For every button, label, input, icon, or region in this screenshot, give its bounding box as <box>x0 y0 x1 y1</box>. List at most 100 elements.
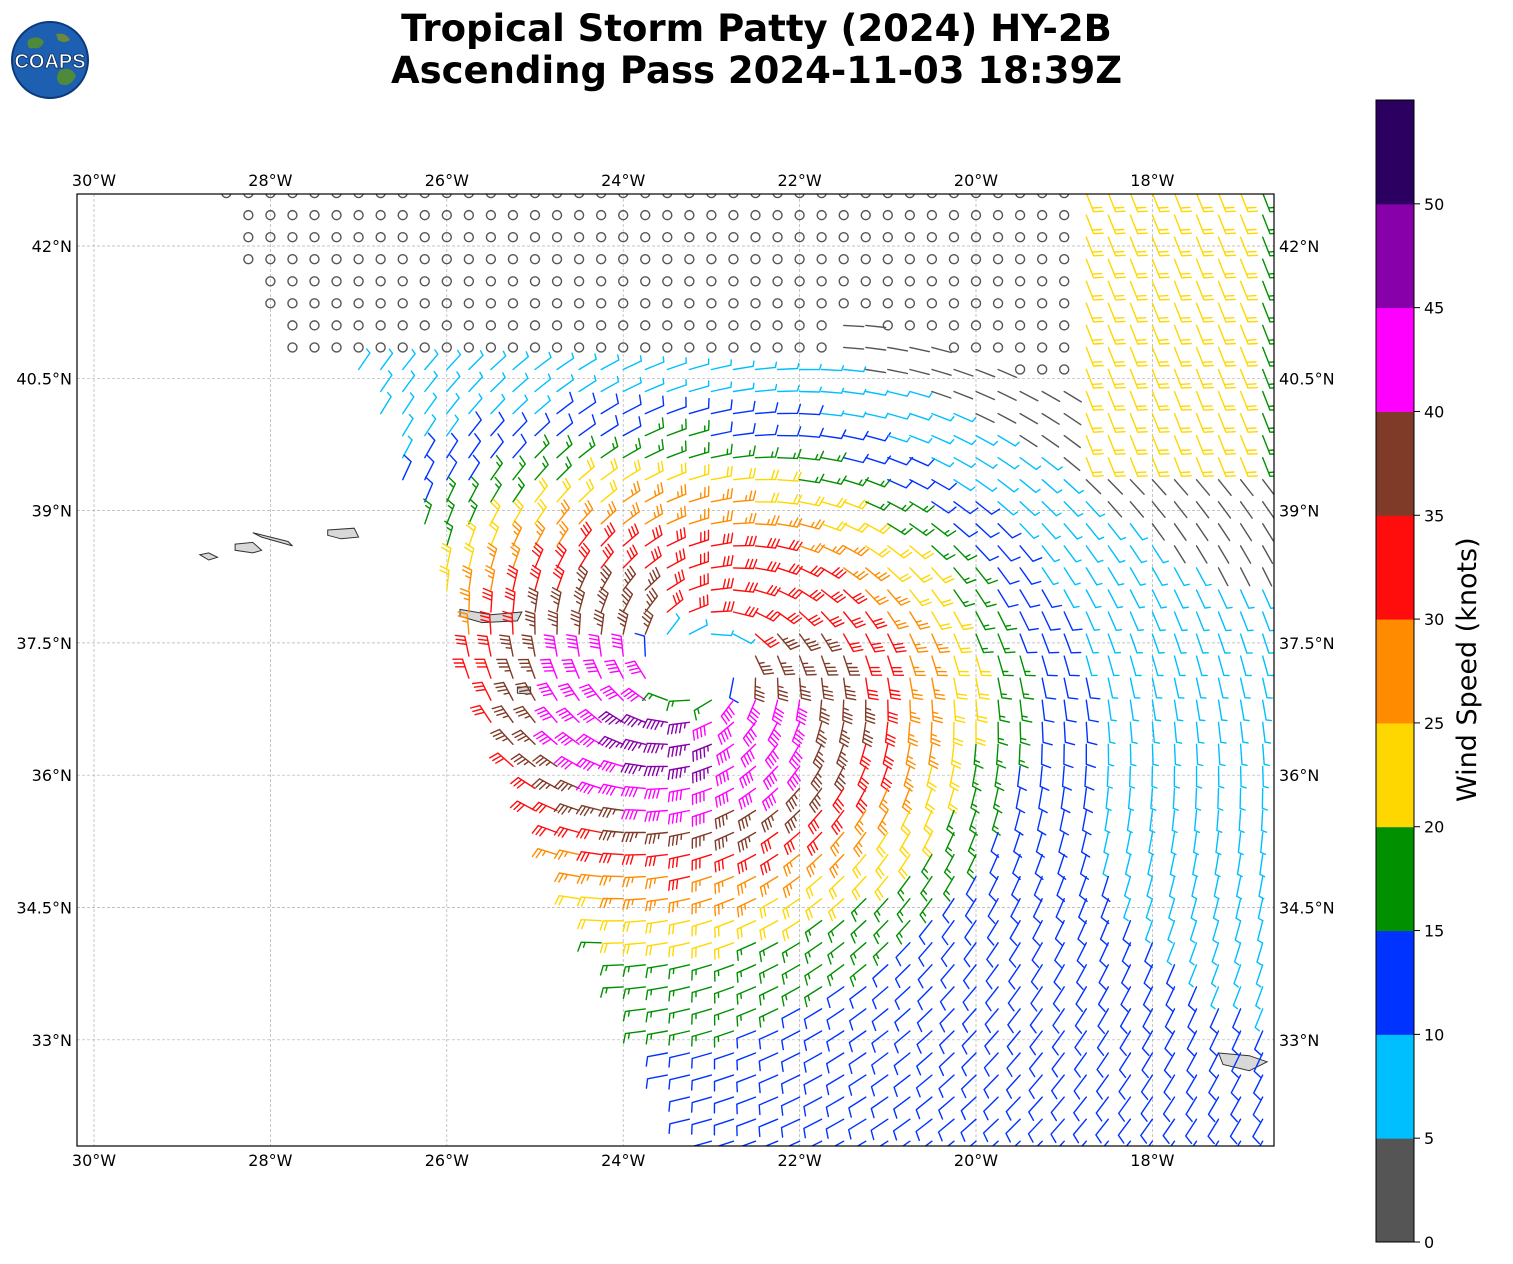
wind-barb-calm <box>221 194 232 199</box>
wind-barb <box>1085 214 1104 235</box>
wind-barb <box>710 399 733 415</box>
wind-barb <box>809 787 823 813</box>
wind-barb-calm <box>595 276 607 287</box>
wind-barb <box>1239 567 1251 587</box>
wind-barb-calm <box>838 209 849 221</box>
wind-barb <box>1237 831 1244 856</box>
wind-barb <box>1233 942 1242 966</box>
wind-barb <box>1173 721 1183 744</box>
wind-barb <box>1085 302 1104 323</box>
wind-barb <box>843 611 866 629</box>
wind-barb <box>859 743 871 770</box>
wind-barb <box>380 370 393 393</box>
colorbar-tick-label: 0 <box>1424 1233 1434 1252</box>
wind-barb <box>1107 302 1126 323</box>
wind-barb <box>754 492 780 503</box>
wind-barb-calm <box>816 298 827 309</box>
wind-barb-calm <box>794 320 805 331</box>
wind-barb <box>576 896 602 907</box>
wind-barb <box>1262 346 1274 367</box>
wind-barb <box>452 658 470 679</box>
wind-barb <box>1041 611 1061 631</box>
wind-barb-calm <box>375 209 386 221</box>
wind-barb <box>783 831 801 855</box>
wind-barb <box>924 787 935 814</box>
wind-barb <box>1173 743 1182 767</box>
wind-barb <box>736 1118 757 1137</box>
wind-barb-calm <box>287 276 298 287</box>
wind-barb <box>960 1118 977 1142</box>
wind-barb <box>781 942 801 964</box>
wind-barb-calm <box>529 298 541 309</box>
wind-barb-calm <box>992 298 1004 309</box>
wind-barb-calm <box>970 298 982 309</box>
wind-barb <box>1129 655 1142 677</box>
wind-barb <box>798 496 825 507</box>
wind-barb <box>894 964 911 989</box>
wind-barb <box>1129 368 1148 389</box>
wind-barb <box>1030 964 1043 990</box>
wind-barb <box>688 380 710 393</box>
wind-barb <box>820 677 834 701</box>
lat-label-left: 37.5°N <box>16 634 72 653</box>
wind-barb <box>1229 1118 1242 1145</box>
wind-barb <box>897 875 911 902</box>
wind-barb <box>1262 258 1274 279</box>
wind-barb <box>710 630 734 637</box>
wind-barb-calm <box>684 231 695 243</box>
wind-barb <box>490 728 514 745</box>
wind-barb <box>909 677 924 700</box>
wind-barb <box>1081 1140 1087 1146</box>
wind-barb <box>767 721 782 748</box>
wind-barb <box>1173 545 1186 564</box>
wind-barb <box>843 677 857 701</box>
wind-barb <box>893 1052 911 1076</box>
wind-barb <box>865 523 891 535</box>
wind-barb <box>688 485 710 503</box>
wind-barb-calm <box>397 231 408 243</box>
wind-barb-calm <box>1036 298 1048 309</box>
wind-barb <box>1123 898 1132 922</box>
wind-barb <box>1141 1052 1154 1079</box>
wind-barb <box>1032 920 1043 946</box>
wind-barb <box>1257 898 1264 922</box>
wind-barb <box>1262 545 1274 564</box>
wind-barb <box>918 942 933 967</box>
wind-barb <box>776 385 800 393</box>
wind-barb <box>641 692 668 702</box>
wind-barb <box>1239 743 1248 767</box>
wind-barb <box>534 412 551 437</box>
wind-barb <box>554 731 580 746</box>
wind-barb <box>949 765 960 792</box>
wind-barb-calm <box>948 231 960 243</box>
wind-barb <box>780 1074 801 1094</box>
wind-barb-calm <box>904 320 916 331</box>
island-s-o-jorge <box>252 532 293 547</box>
wind-barb <box>997 479 1019 493</box>
wind-barb <box>1151 589 1168 609</box>
wind-barb <box>1173 633 1187 654</box>
wind-barb <box>512 394 529 415</box>
wind-barb <box>966 853 977 880</box>
wind-barb <box>622 1030 646 1044</box>
wind-barb <box>732 606 759 618</box>
wind-barb <box>1107 633 1121 654</box>
wind-barb <box>736 1030 757 1049</box>
wind-barb <box>1085 236 1104 257</box>
wind-barb <box>578 478 595 503</box>
wind-barb <box>938 1096 955 1120</box>
wind-barb <box>446 454 458 481</box>
wind-barb <box>688 441 710 459</box>
wind-barb <box>1163 1074 1176 1101</box>
wind-barb <box>668 1096 691 1112</box>
wind-barb <box>1239 280 1259 301</box>
wind-barb <box>983 1096 999 1121</box>
wind-barb <box>983 1052 999 1077</box>
wind-barb-calm <box>618 254 629 265</box>
wind-barb <box>923 809 934 836</box>
wind-barb <box>865 589 889 606</box>
wind-barb <box>1217 236 1237 257</box>
wind-barb <box>1239 589 1255 609</box>
wind-barb <box>1140 1096 1154 1122</box>
wind-barb <box>1195 567 1212 587</box>
